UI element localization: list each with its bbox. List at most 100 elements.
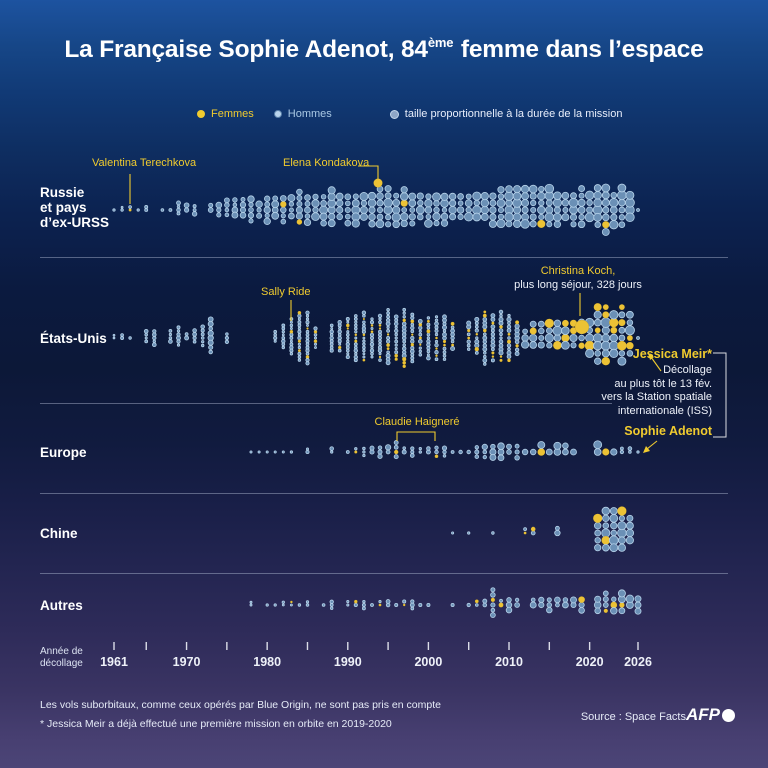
mission-dot-male xyxy=(361,310,367,315)
mission-dot-male xyxy=(410,315,415,320)
mission-dot-male xyxy=(617,589,626,598)
mission-dot-male xyxy=(442,332,447,337)
mission-dot-male xyxy=(593,341,603,351)
size-dot-icon xyxy=(389,109,399,119)
mission-dot-male xyxy=(466,343,471,348)
mission-dot-male xyxy=(602,602,609,608)
annotation-claudie-haignere: Claudie Haigneré xyxy=(374,416,460,428)
mission-dot-male xyxy=(490,443,496,450)
mission-dot-male xyxy=(474,454,480,459)
mission-dot-male xyxy=(426,346,431,351)
source-credit: Source : Space Facts xyxy=(580,711,686,723)
legend-item-femmes: Femmes xyxy=(197,108,254,120)
annotation-kondakova: Elena Kondakova xyxy=(283,157,370,169)
mission-dot-male xyxy=(538,601,545,609)
mission-dot-male xyxy=(417,199,424,207)
mission-dot-male xyxy=(442,454,447,458)
mission-dot-male xyxy=(529,192,537,200)
mission-dot-male xyxy=(410,329,415,334)
mission-dot-female xyxy=(491,355,495,359)
mission-dot-male xyxy=(537,320,545,328)
mission-dot-female xyxy=(625,341,634,350)
mission-dot-male xyxy=(530,206,537,214)
mission-dot-male xyxy=(418,353,423,357)
mission-dot-male xyxy=(305,332,310,337)
mission-dot-male xyxy=(553,212,562,222)
mission-dot-male xyxy=(609,198,619,208)
mission-dot-male xyxy=(320,194,327,200)
mission-dot-male xyxy=(353,317,358,321)
mission-dot-male xyxy=(489,206,497,214)
mission-dot-male xyxy=(192,204,197,209)
mission-dot-male xyxy=(354,320,358,324)
mission-dot-male xyxy=(418,349,422,354)
afp-logo: AFP xyxy=(686,705,735,725)
mission-dot-male xyxy=(329,329,334,334)
mission-dot-male xyxy=(513,185,522,194)
mission-dot-male xyxy=(386,314,390,319)
mission-dot-male xyxy=(384,185,392,193)
mission-dot-male xyxy=(434,449,439,455)
mission-dot-male xyxy=(392,198,401,207)
mission-dot-male xyxy=(327,219,336,228)
mission-dot-male xyxy=(618,536,626,545)
mission-dot-male xyxy=(568,197,579,208)
mission-dot-male xyxy=(335,192,344,201)
mission-dot-male xyxy=(480,192,489,201)
mission-dot-male xyxy=(368,213,376,221)
mission-dot-male xyxy=(546,606,553,614)
mission-dot-male xyxy=(386,339,391,344)
mission-dot-female xyxy=(386,343,391,348)
mission-dot-male xyxy=(442,321,447,326)
mission-dot-male xyxy=(506,324,512,329)
page-title: La Française Sophie Adenot, 84ème femme … xyxy=(0,35,768,64)
mission-dot-male xyxy=(625,190,635,200)
axis-caption-line: décollage xyxy=(40,658,83,669)
mission-dot-male xyxy=(329,446,334,451)
mission-dot-male xyxy=(297,323,302,328)
mission-dot-male xyxy=(296,188,303,196)
mission-dot-male xyxy=(391,212,401,222)
mission-dot-male xyxy=(442,449,447,455)
mission-dot-male xyxy=(112,208,116,212)
mission-dot-male xyxy=(457,200,464,207)
mission-dot-male xyxy=(506,354,512,359)
mission-dot-male xyxy=(618,221,626,229)
mission-dot-male xyxy=(378,600,382,604)
mission-dot-male xyxy=(609,220,619,230)
mission-dot-male xyxy=(329,603,334,607)
mission-dot-male xyxy=(313,336,318,340)
mission-dot-male xyxy=(362,446,366,451)
mission-dot-male xyxy=(207,339,214,346)
mission-dot-male xyxy=(628,450,632,454)
mission-dot-male xyxy=(480,213,489,221)
mission-dot-male xyxy=(618,334,626,342)
mission-dot-male xyxy=(239,201,247,208)
mission-dot-male xyxy=(297,603,302,607)
mission-dot-male xyxy=(442,324,447,330)
mission-dot-male xyxy=(329,323,334,328)
mission-dot-male xyxy=(426,316,431,320)
mission-dot-male xyxy=(305,600,310,604)
mission-dot-female xyxy=(402,318,407,323)
mission-dot-male xyxy=(489,192,497,200)
mission-dot-male xyxy=(440,212,449,221)
mission-dot-male xyxy=(394,339,399,344)
mission-dot-male xyxy=(617,356,627,366)
mission-dot-male xyxy=(410,599,415,604)
mission-dot-male xyxy=(280,218,287,225)
mission-dot-male xyxy=(360,200,368,207)
mission-dot-female xyxy=(514,320,520,325)
mission-dot-male xyxy=(634,601,642,609)
mission-dot-male xyxy=(362,345,366,350)
mission-dot-female xyxy=(442,343,447,347)
axis-tick-label: 2000 xyxy=(414,655,442,669)
mission-dot-male xyxy=(610,192,618,199)
mission-dot-male xyxy=(311,212,320,221)
mission-dot-male xyxy=(490,324,496,330)
mission-dot-male xyxy=(321,603,326,607)
mission-dot-male xyxy=(425,213,432,220)
axis-caption: Année de décollage xyxy=(40,646,83,670)
mission-dot-male xyxy=(545,199,553,207)
mission-dot-male xyxy=(490,587,496,593)
